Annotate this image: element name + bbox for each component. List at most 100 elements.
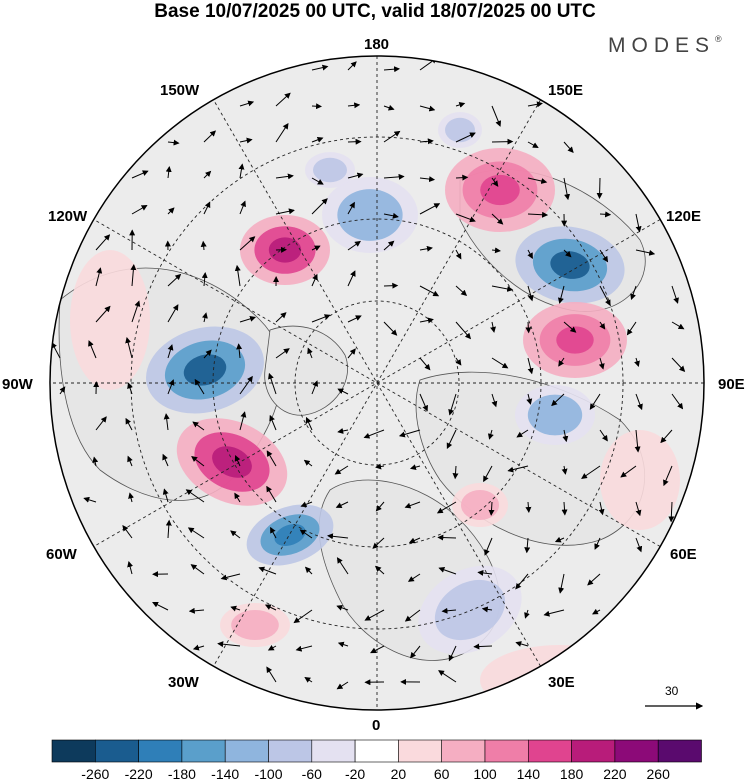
anomaly-contour: [337, 189, 403, 241]
wind-arrow: [372, 537, 385, 549]
anomaly-contour: [600, 430, 680, 530]
wind-arrow: [83, 496, 97, 503]
wind-arrow: [375, 463, 385, 470]
wind-arrow: [483, 465, 493, 483]
wind-arrow: [165, 519, 172, 539]
reference-vector-label: 30: [665, 684, 679, 698]
colorbar: [51, 739, 702, 763]
wind-arrow: [304, 676, 313, 683]
wind-arrow: [304, 566, 313, 575]
wind-arrow: [515, 573, 529, 590]
anomaly-contour: [183, 354, 227, 386]
wind-arrow: [551, 393, 565, 407]
wind-arrow: [335, 501, 349, 508]
wind-arrow: [364, 609, 385, 621]
label-60w: 60W: [46, 546, 77, 563]
wind-arrow: [334, 465, 349, 475]
colorbar-tick-label: -180: [167, 766, 196, 782]
wind-arrow: [635, 537, 643, 553]
wind-arrow: [167, 207, 175, 215]
wind-arrow: [671, 285, 679, 304]
wind-arrow: [311, 314, 331, 323]
colorbar-swatch: [441, 739, 486, 763]
anomaly-contour: [556, 326, 594, 354]
wind-arrow: [383, 66, 401, 73]
brand-name: MODES: [608, 34, 716, 57]
wind-arrow: [455, 285, 468, 296]
wind-arrow: [95, 234, 111, 251]
colorbar-tick-label: 100: [473, 766, 497, 782]
wind-arrow: [311, 380, 319, 395]
wind-arrow: [589, 393, 601, 410]
wind-arrow: [419, 317, 434, 324]
wind-arrow: [419, 138, 434, 145]
wind-arrow: [594, 537, 601, 550]
wind-arrow: [266, 666, 277, 683]
wind-arrow: [491, 138, 514, 145]
wind-arrow: [165, 165, 172, 179]
colorbar-swatch: [354, 739, 399, 763]
wind-arrow: [203, 201, 211, 215]
colorbar-swatch: [571, 739, 616, 763]
wind-arrow: [671, 321, 685, 330]
wind-arrow: [239, 200, 246, 215]
wind-arrow: [448, 393, 457, 416]
wind-arrow: [419, 285, 440, 297]
wind-arrow: [192, 644, 205, 651]
wind-arrow: [487, 429, 494, 440]
wind-arrow: [383, 240, 395, 251]
label-150e: 150E: [548, 82, 584, 99]
wind-arrow: [370, 645, 385, 654]
anomaly-contour: [70, 250, 150, 390]
wind-arrow: [234, 492, 241, 503]
anomaly-contour: [212, 446, 252, 478]
wind-arrow: [190, 564, 205, 575]
wind-arrow: [557, 285, 565, 304]
colorbar-swatch: [484, 739, 529, 763]
wind-arrow: [131, 205, 148, 215]
wind-arrow: [419, 245, 433, 252]
wind-arrow: [347, 201, 355, 215]
label-150w: 150W: [160, 82, 200, 99]
wind-arrow: [192, 421, 205, 431]
wind-arrow: [599, 211, 612, 218]
wind-arrow: [268, 372, 277, 395]
wind-arrow: [167, 273, 182, 287]
colorbar-tick-label: -20: [344, 766, 366, 782]
wind-arrow: [270, 526, 277, 539]
wind-arrow: [455, 132, 476, 143]
wind-arrow: [311, 177, 324, 185]
colorbar-swatch: [614, 739, 659, 763]
wind-arrow: [515, 641, 529, 647]
wind-arrow: [230, 605, 241, 612]
wind-arrow: [525, 321, 532, 334]
wind-arrow: [347, 61, 357, 71]
wind-arrow: [266, 450, 277, 467]
colorbar-tick-label: -60: [301, 766, 322, 782]
wind-arrow: [598, 357, 605, 370]
wind-arrow: [455, 321, 472, 340]
wind-arrow: [408, 537, 421, 544]
wind-arrow: [436, 501, 457, 514]
wind-arrow: [327, 533, 349, 540]
wind-arrow: [634, 357, 640, 368]
wind-arrow: [558, 357, 565, 367]
wind-arrow: [163, 413, 170, 431]
wind-arrow: [635, 213, 642, 233]
wind-arrow: [239, 315, 257, 323]
wind-arrow: [563, 249, 572, 258]
wind-arrow: [599, 285, 611, 306]
wind-arrow: [527, 141, 539, 148]
wind-arrow: [527, 249, 533, 259]
colorbar-tick-label: 20: [390, 766, 407, 782]
meridian-line: [213, 99, 541, 667]
wind-arrow: [275, 122, 289, 143]
wind-arrow: [563, 321, 577, 333]
wind-arrow: [507, 465, 529, 473]
colorbar-tick-label: -220: [124, 766, 153, 782]
wind-arrow: [311, 198, 328, 215]
wind-arrow: [347, 270, 356, 287]
wind-arrow: [275, 173, 294, 180]
wind-arrow: [337, 641, 349, 648]
